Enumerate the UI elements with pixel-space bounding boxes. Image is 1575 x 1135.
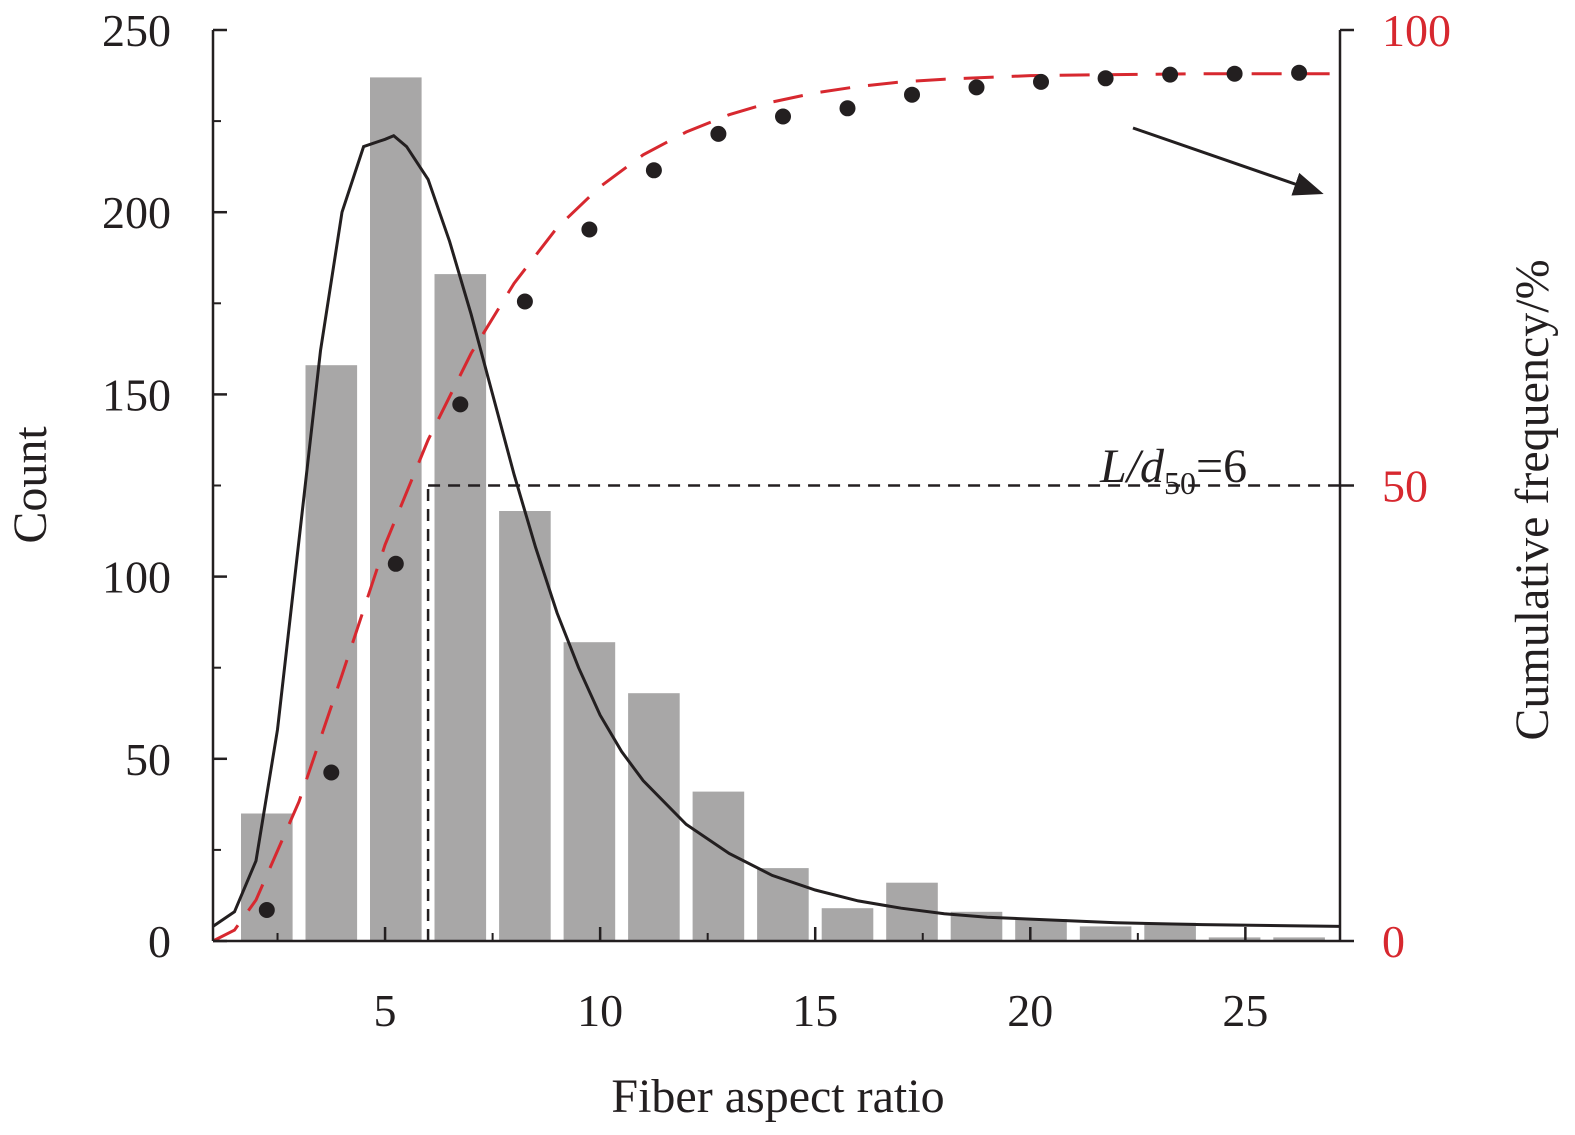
cumulative-point: [904, 86, 920, 103]
cumulative-point: [710, 125, 727, 142]
median-annotation-prefix: L/d: [1099, 440, 1165, 493]
cumulative-point: [645, 162, 662, 179]
y-tick-label: 200: [102, 187, 171, 238]
cumulative-point: [323, 764, 340, 781]
x-tick-label: 25: [1222, 985, 1268, 1036]
cumulative-point: [452, 396, 469, 413]
cumulative-point: [775, 108, 791, 125]
x-tick-label: 15: [792, 985, 838, 1036]
histogram-bar: [563, 642, 616, 941]
histogram-bar: [1079, 926, 1132, 941]
y-tick-label: 50: [125, 734, 171, 785]
cumulative-point: [1291, 64, 1308, 81]
x-tick-label: 10: [577, 985, 623, 1036]
cumulative-point: [516, 293, 533, 310]
histogram-bar: [1273, 937, 1325, 941]
y2-tick-label: 100: [1382, 5, 1451, 56]
fit-curve-line: [212, 133, 1341, 928]
histogram-bar: [305, 365, 358, 941]
y2-tick-label: 0: [1382, 916, 1405, 967]
y-tick-label: 150: [102, 369, 171, 420]
labels: Fiber aspect ratio Count Cumulative freq…: [4, 259, 1559, 1123]
cumulative-point: [1033, 73, 1049, 90]
cumulative-fit-line: [212, 72, 1340, 943]
histogram-bar: [370, 77, 422, 941]
y2-axis-title: Cumulative frequency/%: [1506, 259, 1559, 740]
histogram-bar: [434, 274, 487, 942]
median-annotation-suffix: =6: [1196, 440, 1247, 493]
histogram-bar: [1015, 919, 1067, 941]
x-tick-label: 20: [1007, 985, 1053, 1036]
median-annotation-subscript: 50: [1164, 465, 1196, 501]
histogram-bar: [692, 791, 745, 941]
x-tick-label: 5: [374, 985, 397, 1036]
plot-area: [212, 64, 1341, 943]
cumulative-point: [387, 555, 404, 572]
x-axis-title: Fiber aspect ratio: [611, 1070, 944, 1123]
cumulative-point: [1162, 66, 1179, 83]
right-axis-arrow: [1132, 126, 1324, 196]
cumulative-point: [258, 902, 275, 918]
cumulative-point: [581, 221, 598, 238]
y2-tick-label: 50: [1382, 461, 1428, 512]
histogram-bar: [821, 908, 874, 941]
y-tick-label: 0: [148, 916, 171, 967]
y-tick-label: 100: [102, 552, 171, 603]
cumulative-point: [1097, 70, 1114, 87]
median-annotation: L/d50=6: [1099, 440, 1247, 501]
histogram-bar: [1144, 922, 1196, 941]
y-axis-title: Count: [4, 426, 57, 544]
histogram-bar: [499, 511, 551, 941]
cumulative-point: [968, 79, 985, 96]
y-tick-label: 250: [102, 5, 171, 56]
cumulative-point: [1226, 65, 1243, 82]
histogram-bar: [628, 693, 680, 941]
cumulative-point: [839, 100, 856, 117]
histogram-bar: [1208, 937, 1261, 941]
